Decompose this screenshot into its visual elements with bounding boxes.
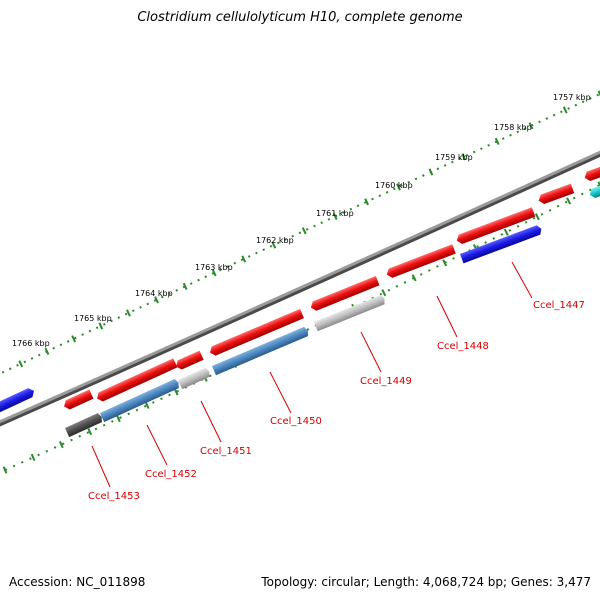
- map-title: Clostridium cellulolyticum H10, complete…: [137, 10, 463, 25]
- scale-label: 1764 kbp: [135, 289, 173, 298]
- outer-tick: [182, 282, 188, 290]
- scale-label: 1761 kbp: [316, 209, 354, 218]
- scale-label: 1757 kbp: [553, 93, 591, 102]
- scale-label: 1765 kbp: [74, 314, 112, 323]
- outer-tick: [44, 347, 50, 355]
- scale-label: 1758 kbp: [494, 123, 532, 132]
- outer-scale-track: [0, 93, 600, 375]
- gene-ccel-1449-shape[interactable]: [314, 294, 386, 332]
- outer-tick: [18, 360, 24, 368]
- gene-ccel-1450-shape[interactable]: [212, 326, 310, 376]
- gene-ccel-1453-shape[interactable]: [65, 412, 104, 438]
- gene-ccel-1451-shape[interactable]: [178, 367, 211, 390]
- outer-tick: [428, 168, 434, 176]
- inner-tick: [58, 441, 64, 449]
- gene-forward-2[interactable]: [95, 358, 178, 403]
- gene-reverse-left-edge[interactable]: [0, 386, 36, 415]
- outer-tick: [211, 269, 217, 277]
- leader-line: [436, 295, 458, 338]
- scale-label: 1760 kbp: [375, 181, 413, 190]
- leader-line: [511, 261, 533, 299]
- inner-tick: [566, 197, 572, 205]
- outer-tick: [98, 322, 104, 330]
- gene-forward-3[interactable]: [174, 350, 204, 372]
- gene-label-ccel-1451[interactable]: Ccel_1451: [200, 446, 252, 457]
- outer-tick: [301, 227, 307, 235]
- genome-backbone-shadow: [0, 151, 600, 427]
- outer-tick: [396, 183, 401, 191]
- inner-tick: [442, 259, 448, 267]
- reverse-strand-genes: [0, 179, 600, 438]
- leader-line: [146, 424, 168, 466]
- gene-ccel-1447-shape[interactable]: [460, 224, 543, 264]
- inner-tick: [503, 228, 509, 236]
- gene-forward-6[interactable]: [385, 244, 456, 279]
- inner-tick: [2, 466, 8, 474]
- gene-label-ccel-1450[interactable]: Ccel_1450: [270, 416, 322, 427]
- genome-backbone: [0, 150, 600, 424]
- outer-tick: [562, 106, 568, 114]
- leader-line: [269, 371, 292, 414]
- gene-leader-lines: [91, 261, 533, 488]
- gene-label-ccel-1448[interactable]: Ccel_1448: [437, 341, 489, 352]
- scale-label: 1766 kbp: [12, 339, 50, 348]
- outer-tick: [154, 296, 159, 304]
- inner-tick: [87, 428, 93, 436]
- outer-major-ticks: [18, 90, 600, 368]
- gene-label-ccel-1453[interactable]: Ccel_1453: [88, 491, 140, 502]
- scale-labels: 1757 kbp 1758 kbp 1759 kbp 1760 kbp 1761…: [12, 93, 591, 348]
- inner-tick: [116, 415, 121, 423]
- leader-line: [200, 400, 222, 443]
- outer-tick: [528, 122, 534, 130]
- inner-tick: [381, 289, 387, 297]
- gene-forward-9[interactable]: [583, 162, 600, 183]
- accession-text: Accession: NC_011898: [9, 575, 146, 589]
- inner-tick: [597, 181, 600, 188]
- gene-label-ccel-1447[interactable]: Ccel_1447: [533, 300, 585, 311]
- outer-tick: [71, 335, 77, 343]
- gene-cyan-right-edge[interactable]: [588, 179, 600, 200]
- outer-tick: [494, 137, 500, 145]
- outer-tick: [332, 212, 338, 220]
- gene-forward-7[interactable]: [455, 207, 536, 245]
- outer-tick: [271, 241, 277, 249]
- outer-tick: [126, 309, 131, 317]
- gene-label-ccel-1452[interactable]: Ccel_1452: [145, 469, 197, 480]
- scale-label: 1763 kbp: [195, 263, 233, 272]
- scale-label: 1762 kbp: [256, 236, 294, 245]
- gene-forward-5[interactable]: [309, 276, 380, 312]
- inner-tick: [534, 213, 540, 221]
- outer-tick: [461, 153, 467, 161]
- outer-tick: [241, 255, 247, 263]
- outer-tick: [597, 90, 600, 97]
- scale-label: 1759 kbp: [435, 153, 473, 162]
- leader-line: [360, 331, 382, 373]
- gene-ccel-1452-shape[interactable]: [100, 378, 181, 423]
- forward-strand-genes: [62, 162, 600, 412]
- gene-forward-4[interactable]: [208, 308, 304, 357]
- gene-label-ccel-1449[interactable]: Ccel_1449: [360, 376, 412, 387]
- outer-tick: [364, 198, 370, 206]
- genome-info-text: Topology: circular; Length: 4,068,724 bp…: [261, 575, 591, 589]
- inner-tick: [144, 401, 150, 409]
- leader-line: [91, 445, 111, 488]
- gene-labels: Ccel_1447 Ccel_1448 Ccel_1449 Ccel_1450 …: [88, 300, 585, 502]
- gene-forward-8[interactable]: [537, 183, 575, 206]
- gene-forward-1[interactable]: [62, 389, 94, 412]
- inner-tick: [411, 274, 417, 282]
- inner-tick: [30, 453, 36, 462]
